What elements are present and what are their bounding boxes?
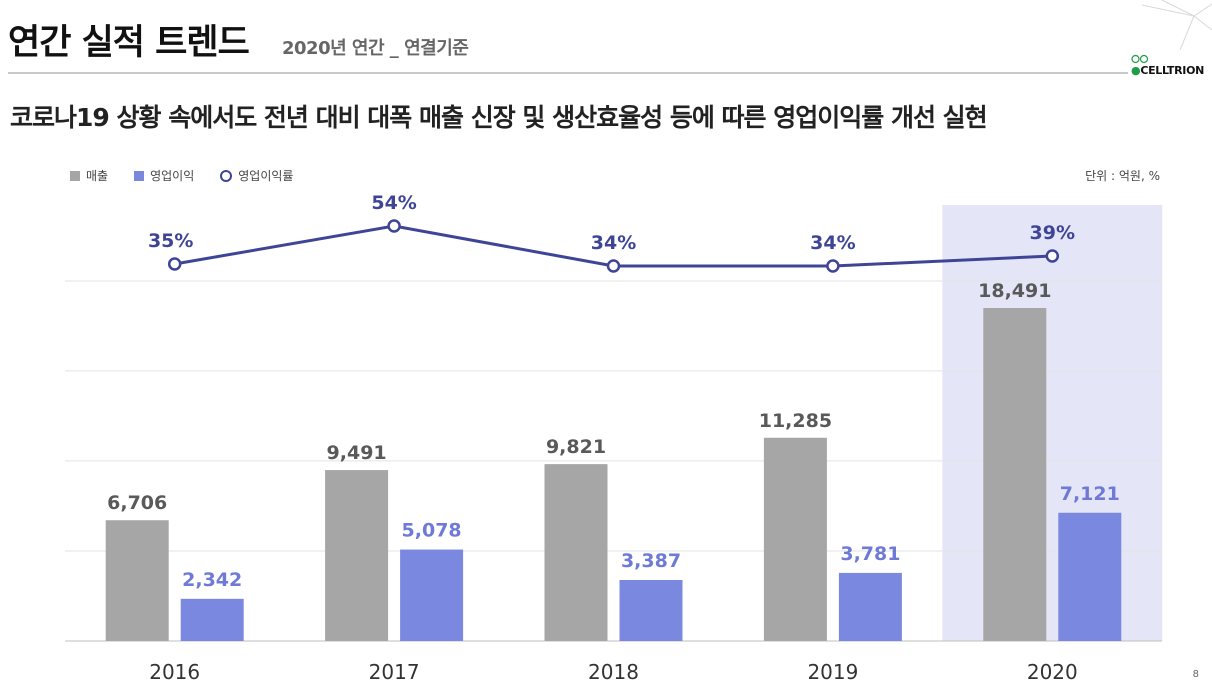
logo-circles-icon: [1131, 54, 1149, 64]
operating-profit-data-label: 3,781: [840, 543, 900, 565]
operating-profit-bar: [838, 572, 902, 641]
revenue-bar: [983, 308, 1047, 641]
margin-point: [387, 219, 401, 233]
revenue-data-label: 9,821: [546, 436, 606, 458]
operating-profit-bar: [400, 549, 464, 641]
margin-point: [606, 259, 621, 273]
legend-label-revenue: 매출: [86, 169, 109, 183]
highlight-band: [942, 205, 1163, 641]
unit-label: 단위 : 억원, %: [1085, 169, 1160, 183]
x-tick-label: 2016: [149, 660, 200, 684]
margin-point: [167, 257, 182, 271]
margin-data-label: 54%: [371, 192, 416, 214]
legend-item-margin: 영업이익률: [220, 167, 293, 184]
revenue-data-label: 6,706: [107, 492, 167, 514]
x-tick-label: 2020: [1027, 660, 1078, 684]
operating-profit-bar: [1058, 512, 1122, 641]
margin-data-label: 34%: [810, 232, 855, 254]
operating-profit-data-label: 5,078: [402, 520, 462, 542]
revenue-bar: [105, 520, 169, 641]
revenue-data-label: 9,491: [327, 442, 387, 464]
header-divider: [8, 72, 1128, 74]
legend-item-operating-profit: 영업이익: [134, 167, 194, 184]
legend-label-operating-profit: 영업이익: [150, 169, 195, 183]
margin-point: [826, 259, 840, 273]
headline: 코로나19 상황 속에서도 전년 대비 대폭 매출 신장 및 생산효율성 등에 …: [10, 103, 988, 132]
logo-text: ●CELLTRION: [1131, 64, 1205, 77]
operating-profit-bar: [619, 580, 683, 641]
margin-data-label: 35%: [148, 230, 193, 252]
legend-swatch-margin: [220, 169, 233, 182]
margin-point: [1045, 249, 1060, 263]
margin-data-label: 34%: [591, 232, 636, 254]
legend-item-revenue: 매출: [70, 167, 108, 184]
page-subtitle: 2020년 연간 _ 연결기준: [282, 38, 469, 59]
legend-swatch-operating-profit: [134, 170, 145, 181]
operating-profit-data-label: 3,387: [621, 550, 681, 572]
revenue-bar: [544, 464, 608, 641]
revenue-bar: [763, 437, 827, 641]
decorative-lines-icon: [1141, 0, 1212, 51]
celltrion-logo: ●CELLTRION: [1131, 54, 1212, 82]
revenue-data-label: 11,285: [759, 410, 832, 432]
operating-profit-data-label: 2,342: [182, 569, 242, 591]
revenue-data-label: 18,491: [978, 280, 1051, 302]
x-tick-label: 2017: [369, 660, 420, 684]
legend-label-margin: 영업이익률: [238, 169, 294, 183]
revenue-bar: [325, 470, 389, 641]
x-tick-label: 2018: [588, 660, 639, 684]
legend-swatch-revenue: [70, 170, 80, 181]
chart-legend: 매출 영업이익 영업이익률: [70, 167, 319, 184]
operating-profit-data-label: 7,121: [1060, 483, 1120, 505]
x-tick-label: 2019: [807, 660, 858, 684]
margin-data-label: 39%: [1030, 222, 1075, 244]
page-number: 8: [1192, 669, 1199, 680]
page-title: 연간 실적 트렌드: [8, 23, 250, 63]
operating-profit-bar: [180, 598, 244, 641]
